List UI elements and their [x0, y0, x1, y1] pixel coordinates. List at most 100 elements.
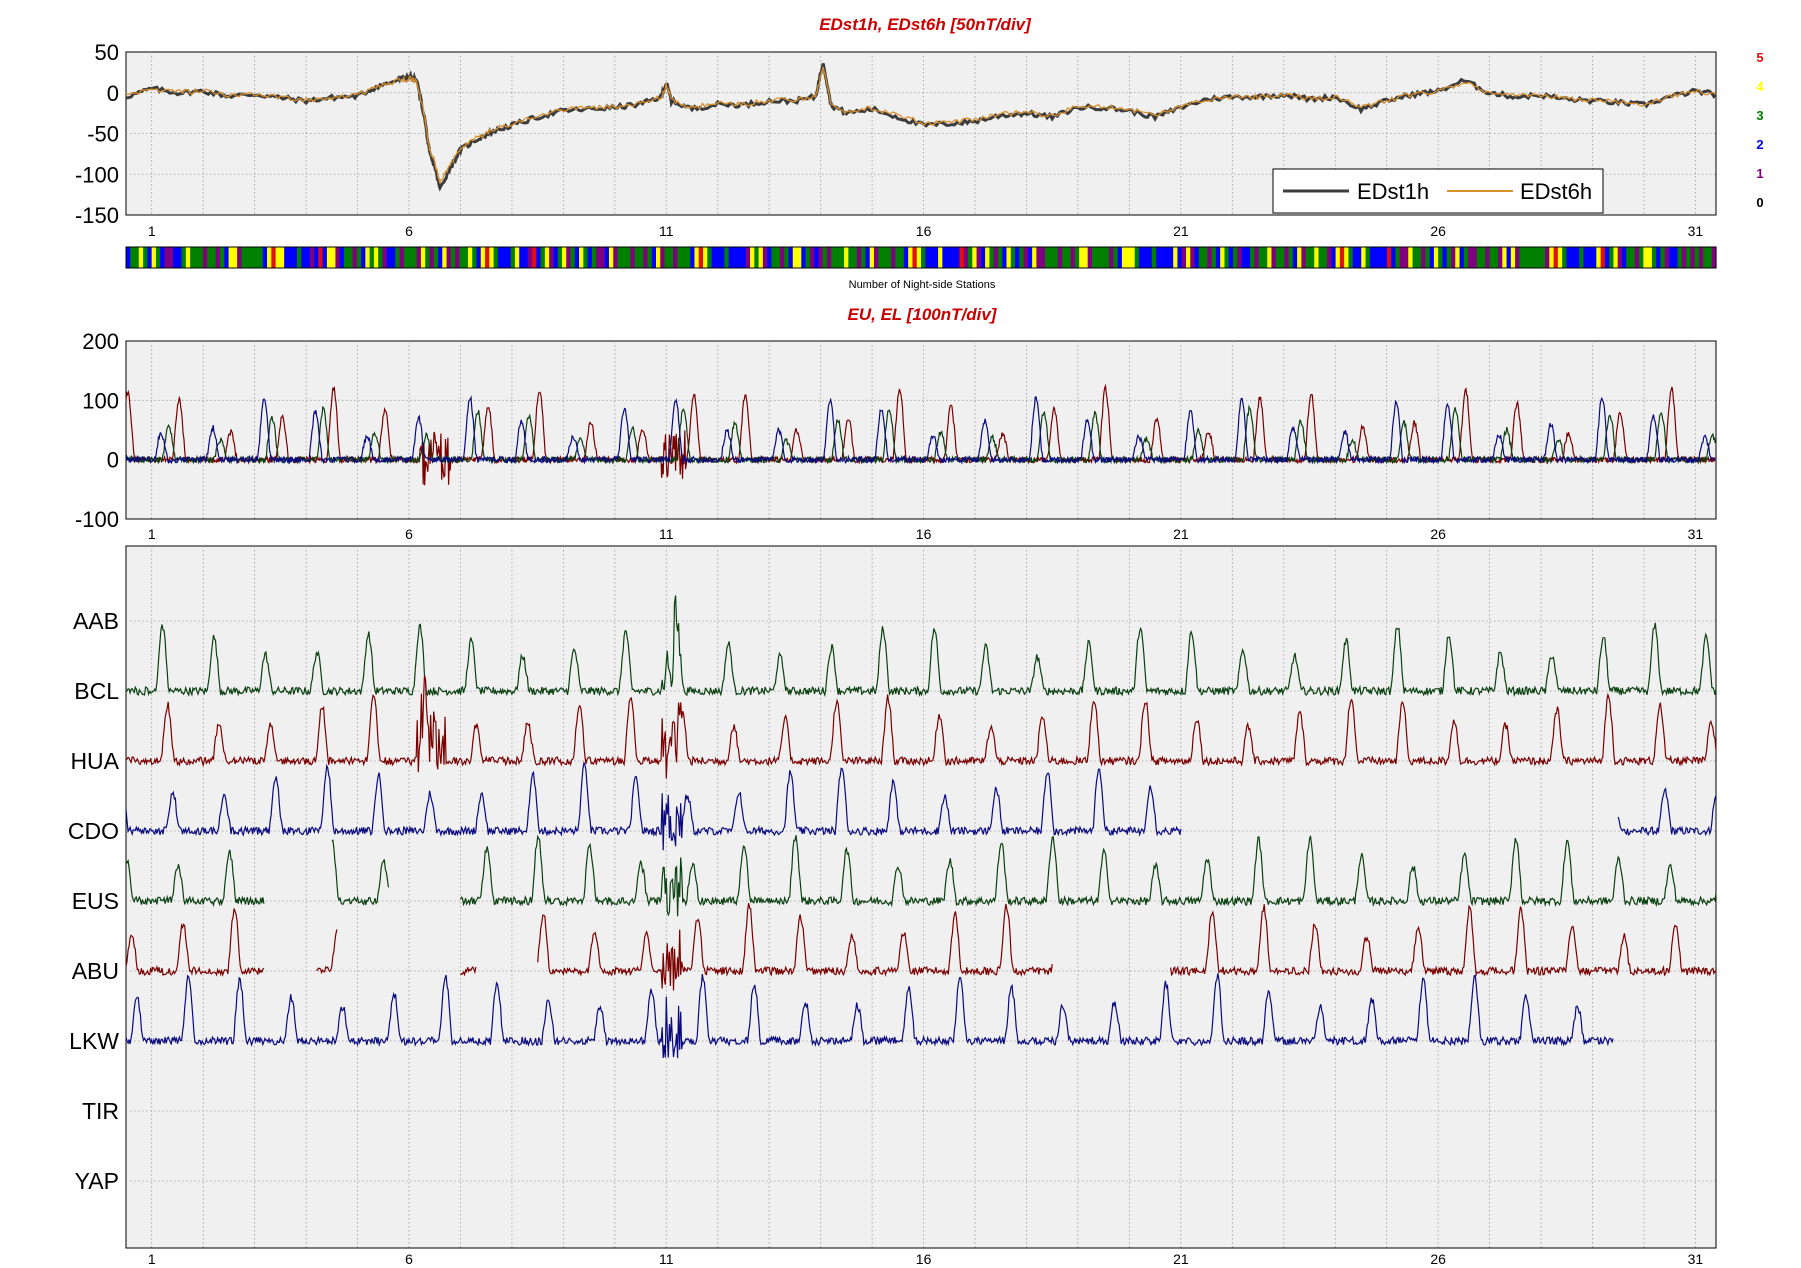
colorbar-cell — [1002, 247, 1008, 268]
colorbar-cell — [391, 247, 396, 268]
colorbar-cell — [1438, 247, 1444, 268]
colorbar-cell — [168, 247, 174, 268]
colorbar-cell — [527, 247, 533, 268]
colorbar-cell — [249, 247, 255, 268]
colorbar-cell — [155, 247, 161, 268]
colorbar-cell — [1186, 247, 1191, 268]
colorbar-cell — [822, 247, 828, 268]
x-tick-label: 16 — [916, 223, 932, 239]
colorbar-cell — [1545, 247, 1550, 268]
colorbar-cell — [963, 247, 969, 268]
colorbar-cell — [1433, 247, 1439, 268]
colorbar-cell — [1382, 247, 1388, 268]
colorbar-cell — [425, 247, 431, 268]
colorbar-cell — [929, 247, 935, 268]
colorbar-cell — [1091, 247, 1097, 268]
x-tick-label: 21 — [1173, 526, 1189, 542]
x-tick-label: 31 — [1688, 223, 1704, 239]
colorbar-cell — [1574, 247, 1580, 268]
colorbar-cell — [1322, 247, 1328, 268]
colorbar-cell — [1057, 247, 1063, 268]
colorbar-cell — [1468, 247, 1473, 268]
colorbar-cell — [1262, 247, 1268, 268]
x-tick-label: 6 — [405, 223, 413, 239]
colorbar-cell — [1203, 247, 1208, 268]
colorbar-cell — [1173, 247, 1179, 268]
colorbar-cell — [685, 247, 691, 268]
colorbar-cell — [771, 247, 777, 268]
colorbar-cell — [1643, 247, 1649, 268]
colorbar-cell — [1408, 247, 1414, 268]
colorbar-cell — [1113, 247, 1119, 268]
colorbar-cell — [1327, 247, 1332, 268]
colorbar-cell — [1446, 247, 1452, 268]
colorbar-cell — [185, 247, 191, 268]
legend: EDst1h EDst6h — [1272, 168, 1604, 214]
x-tick-label: 26 — [1430, 1251, 1446, 1267]
colorbar-cell — [835, 247, 841, 268]
colorbar-cell — [1532, 247, 1538, 268]
colorbar-cell — [1096, 247, 1102, 268]
colorbar-cell — [1284, 247, 1290, 268]
colorbar-cell — [301, 247, 307, 268]
colorbar-cell — [762, 247, 768, 268]
colorbar-cell — [1587, 247, 1593, 268]
colorbar-cell — [570, 247, 576, 268]
colorbar-cell — [1019, 247, 1025, 268]
colorbar-cell — [258, 247, 264, 268]
colorbar-cell — [1275, 247, 1281, 268]
colorbar-cell — [1074, 247, 1080, 268]
colorbar-cell — [557, 247, 563, 268]
colorbar-cell — [891, 247, 896, 268]
colorbar-cell — [485, 247, 490, 268]
colorbar-cell — [694, 247, 700, 268]
colorbar-cell — [809, 247, 815, 268]
colorbar-cell — [1523, 247, 1529, 268]
colorbar-cell — [532, 247, 537, 268]
colorbar-cell — [1292, 247, 1298, 268]
station-trace — [331, 839, 389, 906]
colorbar-cell — [1421, 247, 1426, 268]
colorbar-cell — [211, 247, 217, 268]
colorbar-cell — [903, 247, 909, 268]
colorbar-frame — [125, 246, 1717, 269]
colorbar-cell — [160, 247, 166, 268]
colorbar-cell — [664, 247, 670, 268]
color-key-label: 5 — [1756, 50, 1763, 65]
colorbar-cell — [1515, 247, 1520, 268]
colorbar-cell — [275, 247, 281, 268]
colorbar-cell — [1215, 247, 1221, 268]
colorbar-cell — [198, 247, 204, 268]
colorbar-cell — [1070, 247, 1076, 268]
colorbar-cell — [1151, 247, 1157, 268]
colorbar-cell — [707, 247, 713, 268]
colorbar-cell — [130, 247, 136, 268]
colorbar-cell — [215, 247, 221, 268]
colorbar-cell — [690, 247, 696, 268]
colorbar-cell — [604, 247, 610, 268]
colorbar-cell — [1245, 247, 1251, 268]
panel3-plot-area — [125, 545, 1717, 1249]
colorbar-cell — [1361, 247, 1367, 268]
colorbar-cell — [916, 247, 922, 268]
station-label: TIR — [82, 1098, 119, 1124]
panel2-x-ticks: 1 6 11 16 21 26 31 — [148, 526, 1704, 542]
colorbar-cell — [506, 247, 512, 268]
y-tick-label: -100 — [75, 507, 119, 532]
colorbar-cell — [741, 247, 747, 268]
colorbar-cell — [1006, 247, 1012, 268]
colorbar-cell — [1600, 247, 1606, 268]
colorbar-cell — [566, 247, 572, 268]
colorbar-cell — [613, 247, 619, 268]
colorbar-cell — [1677, 247, 1683, 268]
station-label: AAB — [73, 608, 119, 634]
colorbar-cell — [232, 247, 238, 268]
colorbar-cell — [1314, 247, 1320, 268]
colorbar-cell — [1429, 247, 1435, 268]
colorbar-cell — [1527, 247, 1533, 268]
colorbar-cell — [228, 247, 234, 268]
colorbar-cell — [1656, 247, 1662, 268]
colorbar-cell — [1506, 247, 1512, 268]
colorbar-cell — [438, 247, 443, 268]
colorbar-cell — [1147, 247, 1153, 268]
